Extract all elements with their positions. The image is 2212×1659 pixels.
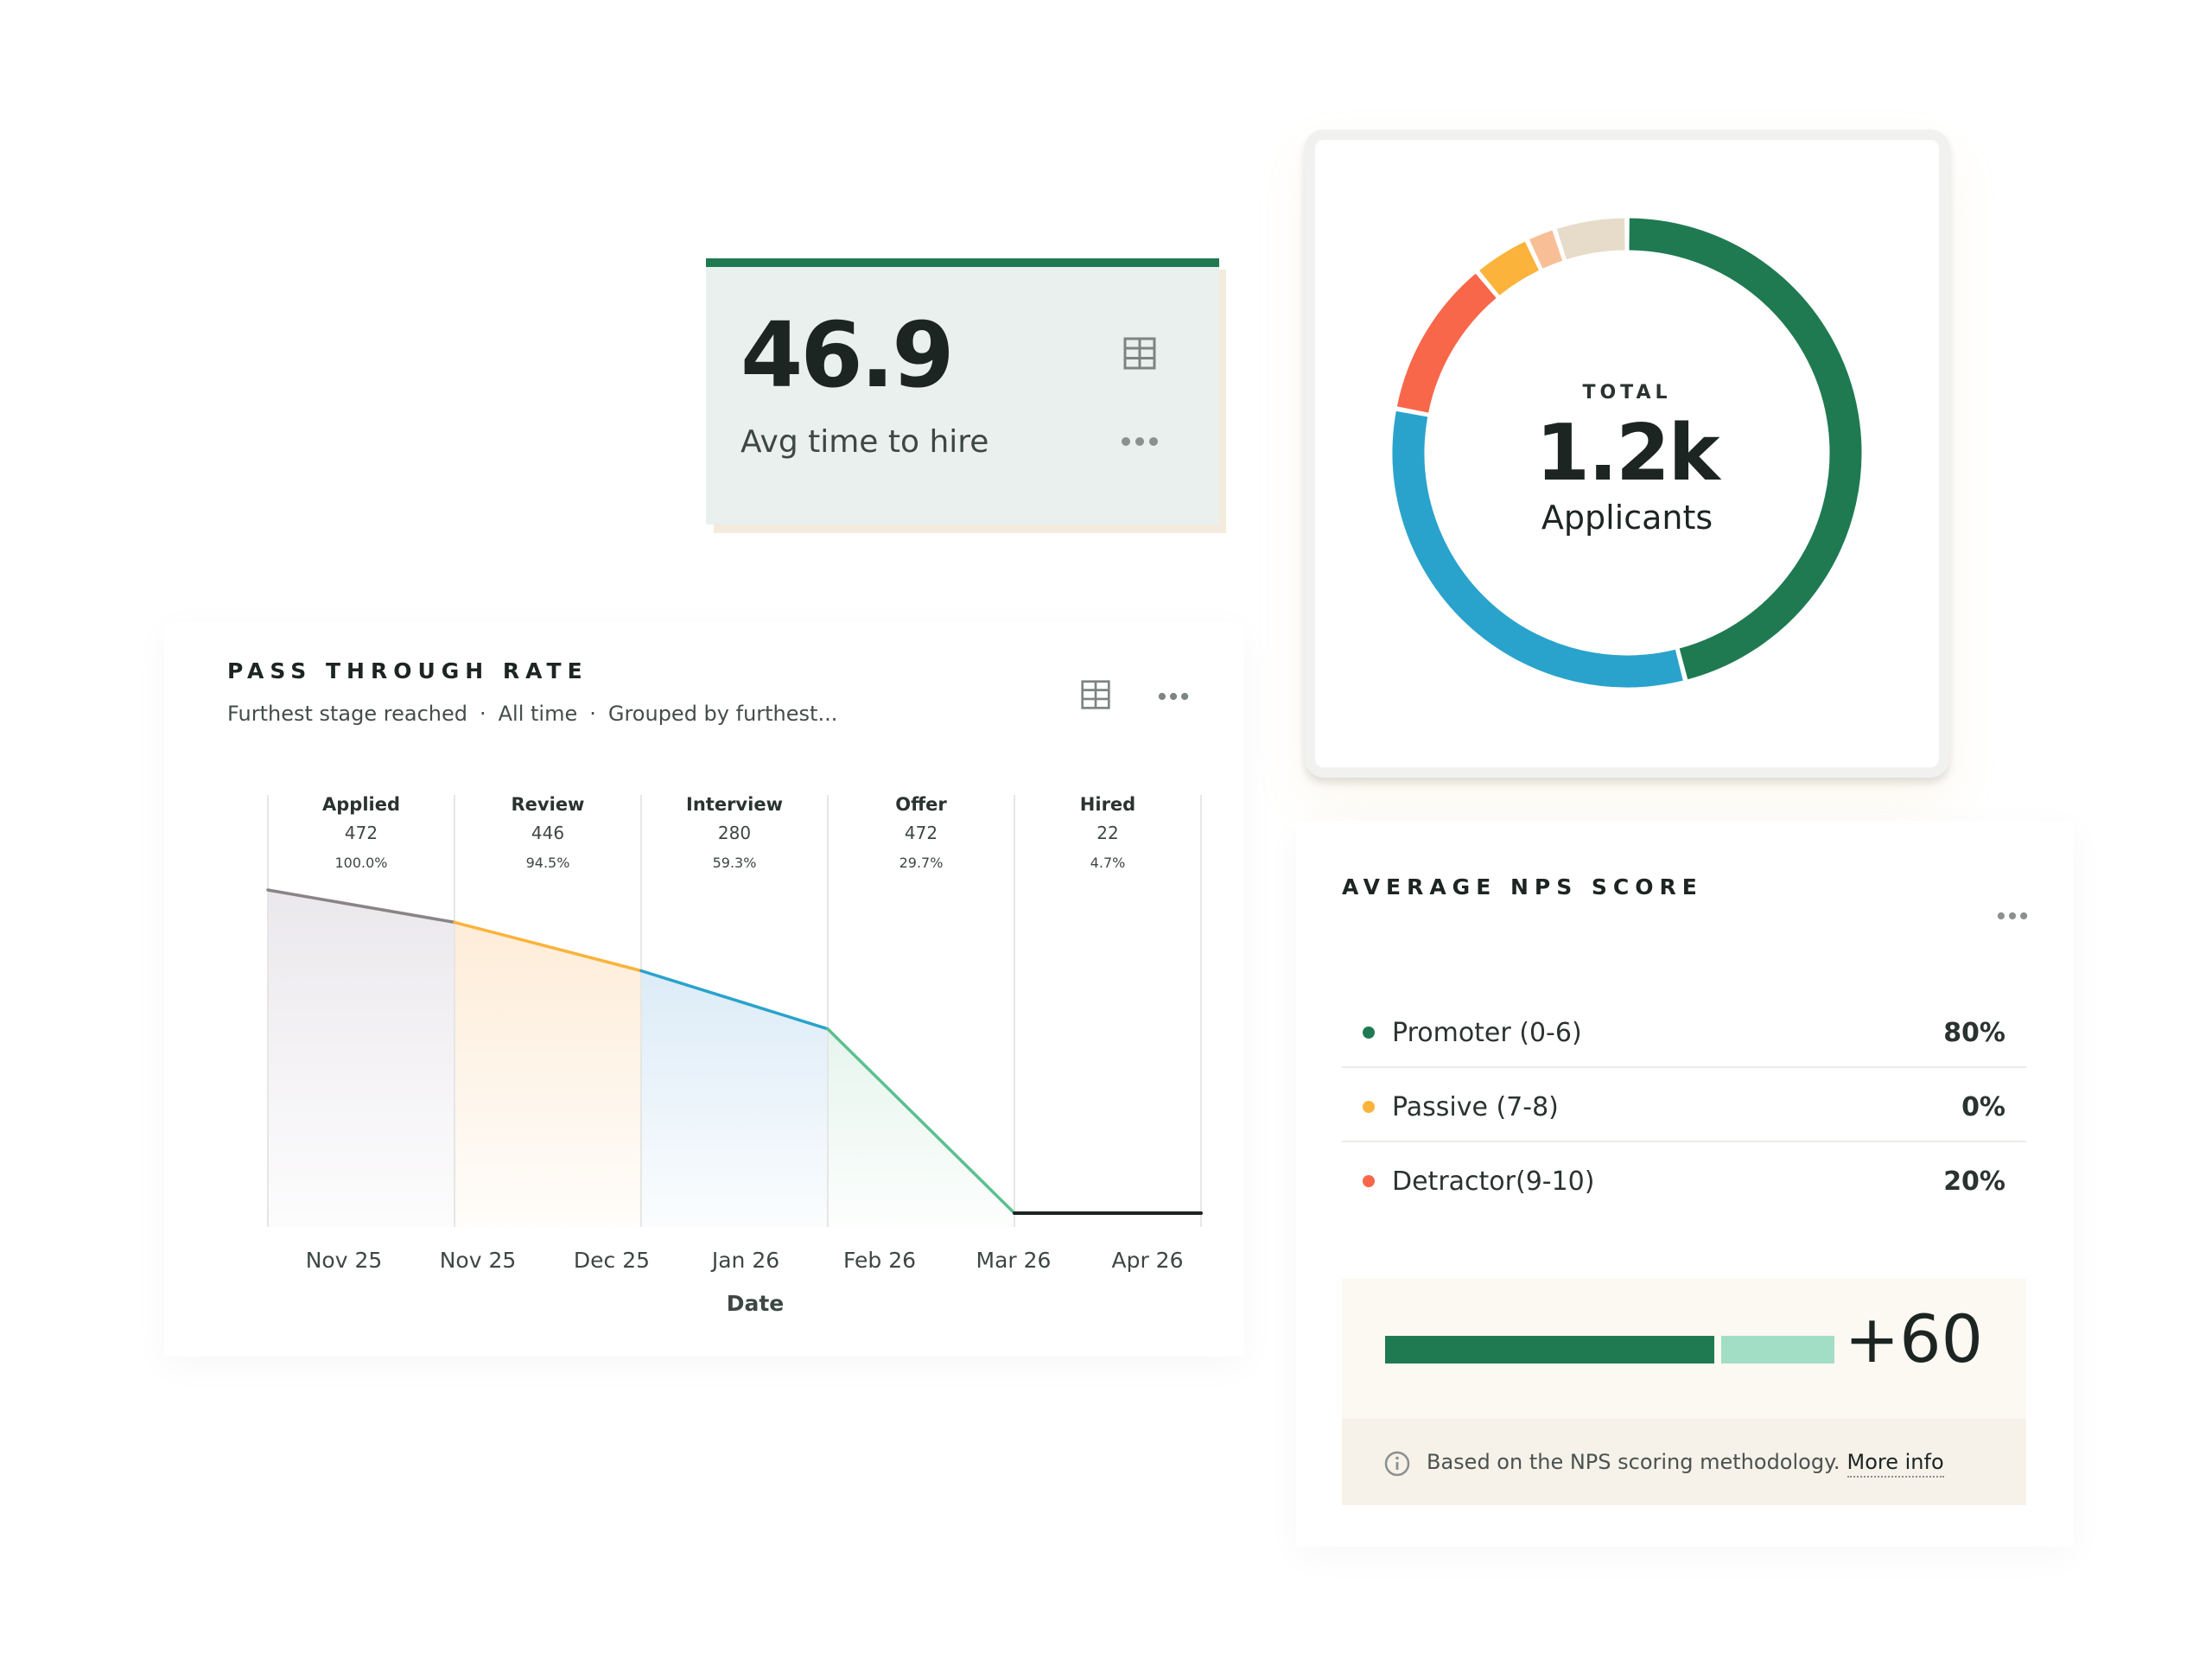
donut-slice[interactable] [1392,410,1683,688]
info-icon [1384,1451,1410,1477]
nps-detractor-bar [1721,1336,1834,1363]
funnel-line-segment [453,920,643,973]
nps-row-label: Promoter (0-6) [1392,1018,1582,1048]
subtitle-filter-time: All time [498,702,578,726]
stage-name: Applied [322,794,400,815]
funnel-area-segment [268,890,454,1227]
promoter-bullet-icon [1363,1027,1375,1039]
total-applicants-card[interactable]: TOTAL 1.2k Applicants [1305,130,1949,778]
subtitle-separator: · [479,702,486,726]
subtitle-filter-grouping: Grouped by furthest... [607,702,838,726]
nps-score-value: +60 [1844,1300,1983,1377]
funnel-area-segment [1014,1213,1201,1227]
applicants-donut-chart [1392,218,1862,688]
stage-count: 472 [905,823,938,843]
x-tick-label: Jan 26 [710,1248,779,1273]
donut-slice[interactable] [1629,218,1862,680]
x-tick-label: Apr 26 [1111,1248,1183,1273]
pass-through-funnel-chart: Applied 472 100.0% Review 446 94.5% Interview 2… [266,794,1203,1316]
x-tick-label: Nov 25 [306,1248,383,1273]
table-icon[interactable] [1122,336,1157,371]
donut-slice[interactable] [1556,218,1625,260]
avg-time-to-hire-value: 46.9 [741,302,955,408]
stage-name: Review [512,794,585,815]
x-tick-label: Dec 25 [574,1248,650,1273]
more-icon[interactable] [1158,691,1189,702]
stage-count: 446 [531,823,564,843]
stage-name: Offer [895,794,947,815]
pass-through-rate-card: PASS THROUGH RATE Furthest stage reached… [164,622,1244,1357]
donut-total-value: 1.2k [1535,408,1719,499]
passive-bullet-icon [1363,1101,1375,1113]
stage-count: 280 [718,823,751,843]
nps-promoter-bar [1385,1336,1714,1363]
nps-row-label: Detractor(9-10) [1392,1166,1595,1197]
donut-total-unit: Applicants [1541,499,1713,537]
average-nps-score-card: AVERAGE NPS SCORE Promoter (0-6) 80% Pas… [1296,821,2074,1547]
nps-score-panel: +60 [1342,1279,2026,1419]
more-icon[interactable] [1997,911,2028,921]
funnel-line-segment [826,1027,1016,1215]
stage-percent: 100.0% [334,855,387,871]
donut-slice[interactable] [1529,230,1563,269]
stage-percent: 94.5% [526,855,570,871]
funnel-area-segment [641,970,828,1227]
stage-percent: 29.7% [899,855,944,871]
pass-through-rate-subtitle: Furthest stage reached · All time · Grouped … [227,702,837,726]
x-axis-label: Date [727,1291,785,1316]
nps-footer-text: Based on the NPS scoring methodology. Mor… [1427,1450,1944,1478]
avg-time-to-hire-card[interactable]: 46.9 Avg time to hire [706,258,1219,524]
table-icon[interactable] [1080,679,1111,710]
donut-total-label: TOTAL [1582,382,1672,404]
nps-footer: Based on the NPS scoring methodology. Mor… [1342,1419,2026,1505]
stage-percent: 4.7% [1090,855,1126,871]
donut-slice[interactable] [1396,273,1497,413]
x-tick-label: Nov 25 [440,1248,517,1273]
nps-methodology-note: Based on the NPS scoring methodology. [1427,1450,1840,1474]
x-tick-label: Mar 26 [976,1248,1052,1273]
funnel-line-segment [639,969,830,1031]
x-tick-label: Feb 26 [843,1248,916,1273]
pass-through-rate-title: PASS THROUGH RATE [227,658,588,683]
stage-percent: 59.3% [713,855,757,871]
detractor-bullet-icon [1363,1175,1375,1187]
more-info-link[interactable]: More info [1847,1450,1944,1478]
donut-slice[interactable] [1479,241,1540,296]
stage-count: 22 [1096,823,1118,843]
more-icon[interactable] [1121,435,1159,448]
nps-title: AVERAGE NPS SCORE [1342,874,1703,899]
nps-row-value: 80% [1943,1018,2005,1048]
stage-count: 472 [345,823,378,843]
nps-row-promoter: Promoter (0-6) 80% [1342,994,2026,1068]
subtitle-filter-stage: Furthest stage reached [227,702,467,726]
subtitle-separator: · [589,702,596,726]
nps-row-detractor: Detractor(9-10) 20% [1342,1142,2026,1217]
nps-row-label: Passive (7-8) [1392,1092,1559,1122]
nps-row-value: 20% [1943,1166,2005,1197]
avg-time-to-hire-label: Avg time to hire [741,424,989,460]
stage-name: Interview [686,794,783,815]
funnel-area-segment [454,922,641,1227]
stage-name: Hired [1080,794,1135,815]
nps-row-passive: Passive (7-8) 0% [1342,1068,2026,1142]
funnel-line-segment [266,888,456,925]
nps-row-value: 0% [1961,1092,2005,1122]
funnel-area-segment [828,1028,1014,1227]
